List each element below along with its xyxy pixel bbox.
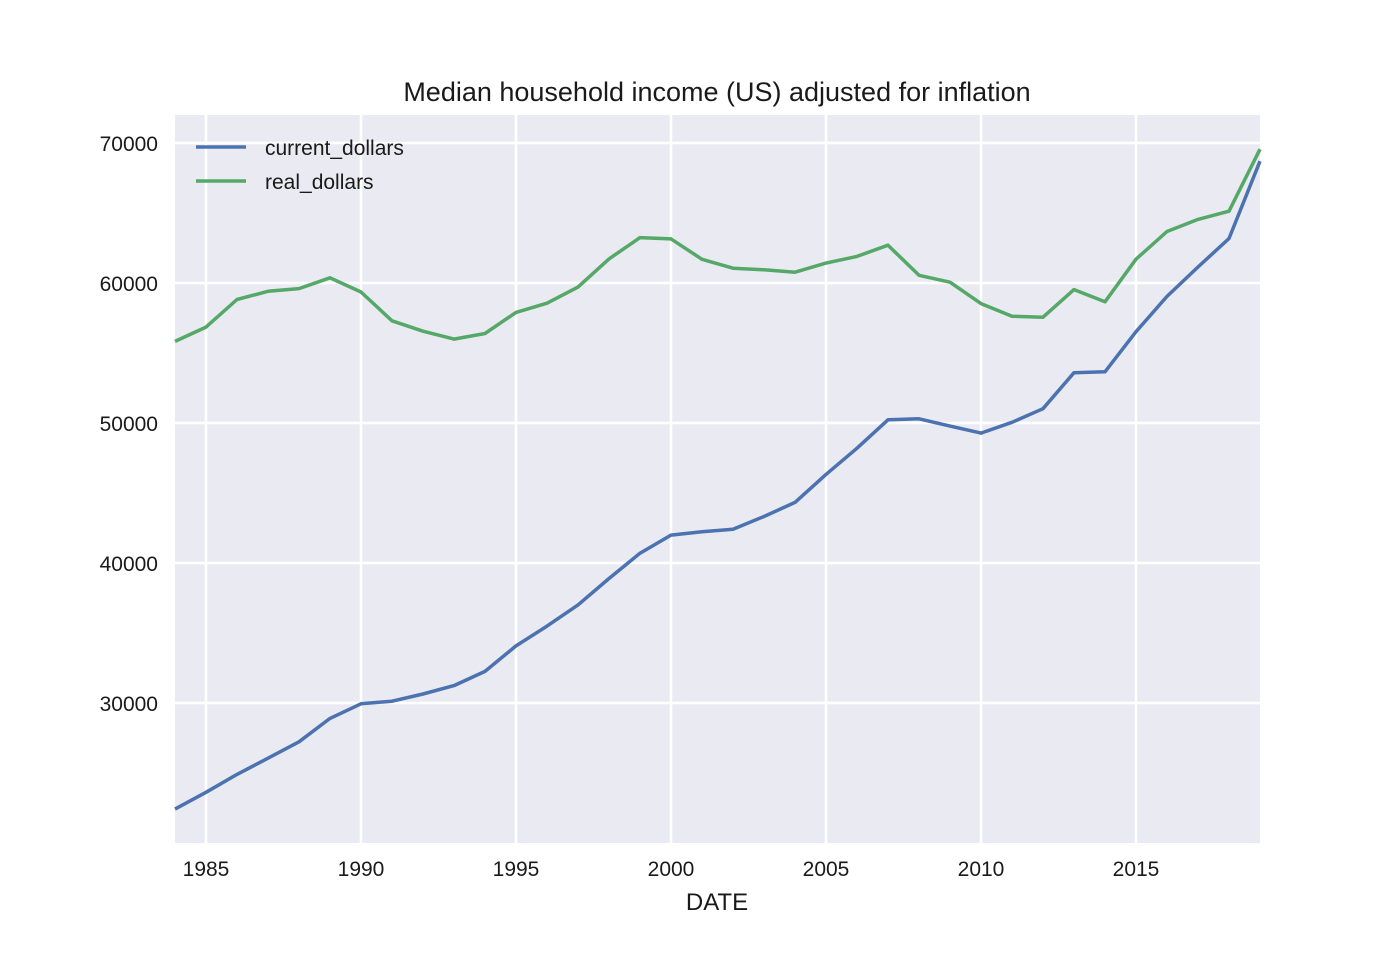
x-gridlines: [204, 115, 1138, 843]
x-axis-label: DATE: [686, 889, 748, 916]
plot-background: [175, 115, 1260, 843]
x-tick-label: 1985: [183, 858, 230, 881]
x-tick-label: 1990: [338, 858, 385, 881]
x-tick-label: 2005: [803, 858, 850, 881]
series-line-real-dollars: [174, 148, 1262, 343]
y-tick-label: 50000: [100, 413, 158, 436]
y-tick-label: 70000: [100, 133, 158, 156]
chart-title: Median household income (US) adjusted fo…: [403, 77, 1030, 107]
y-tick-labels: 30000 40000 50000 60000 70000: [100, 133, 158, 716]
x-tick-label: 2000: [648, 858, 695, 881]
x-tick-label: 2010: [958, 858, 1005, 881]
y-tick-label: 40000: [100, 553, 158, 576]
y-tick-label: 60000: [100, 273, 158, 296]
legend-label-real-dollars: real_dollars: [265, 171, 374, 194]
x-tick-label: 1995: [493, 858, 540, 881]
series-line-current-dollars: [174, 160, 1262, 811]
legend: current_dollars real_dollars: [196, 137, 404, 194]
series-lines: [174, 148, 1262, 811]
legend-label-current-dollars: current_dollars: [265, 137, 404, 160]
y-gridlines: [175, 141, 1260, 705]
y-tick-label: 30000: [100, 693, 158, 716]
x-tick-labels: 1985 1990 1995 2000 2005 2010 2015: [183, 858, 1160, 881]
x-tick-label: 2015: [1113, 858, 1160, 881]
